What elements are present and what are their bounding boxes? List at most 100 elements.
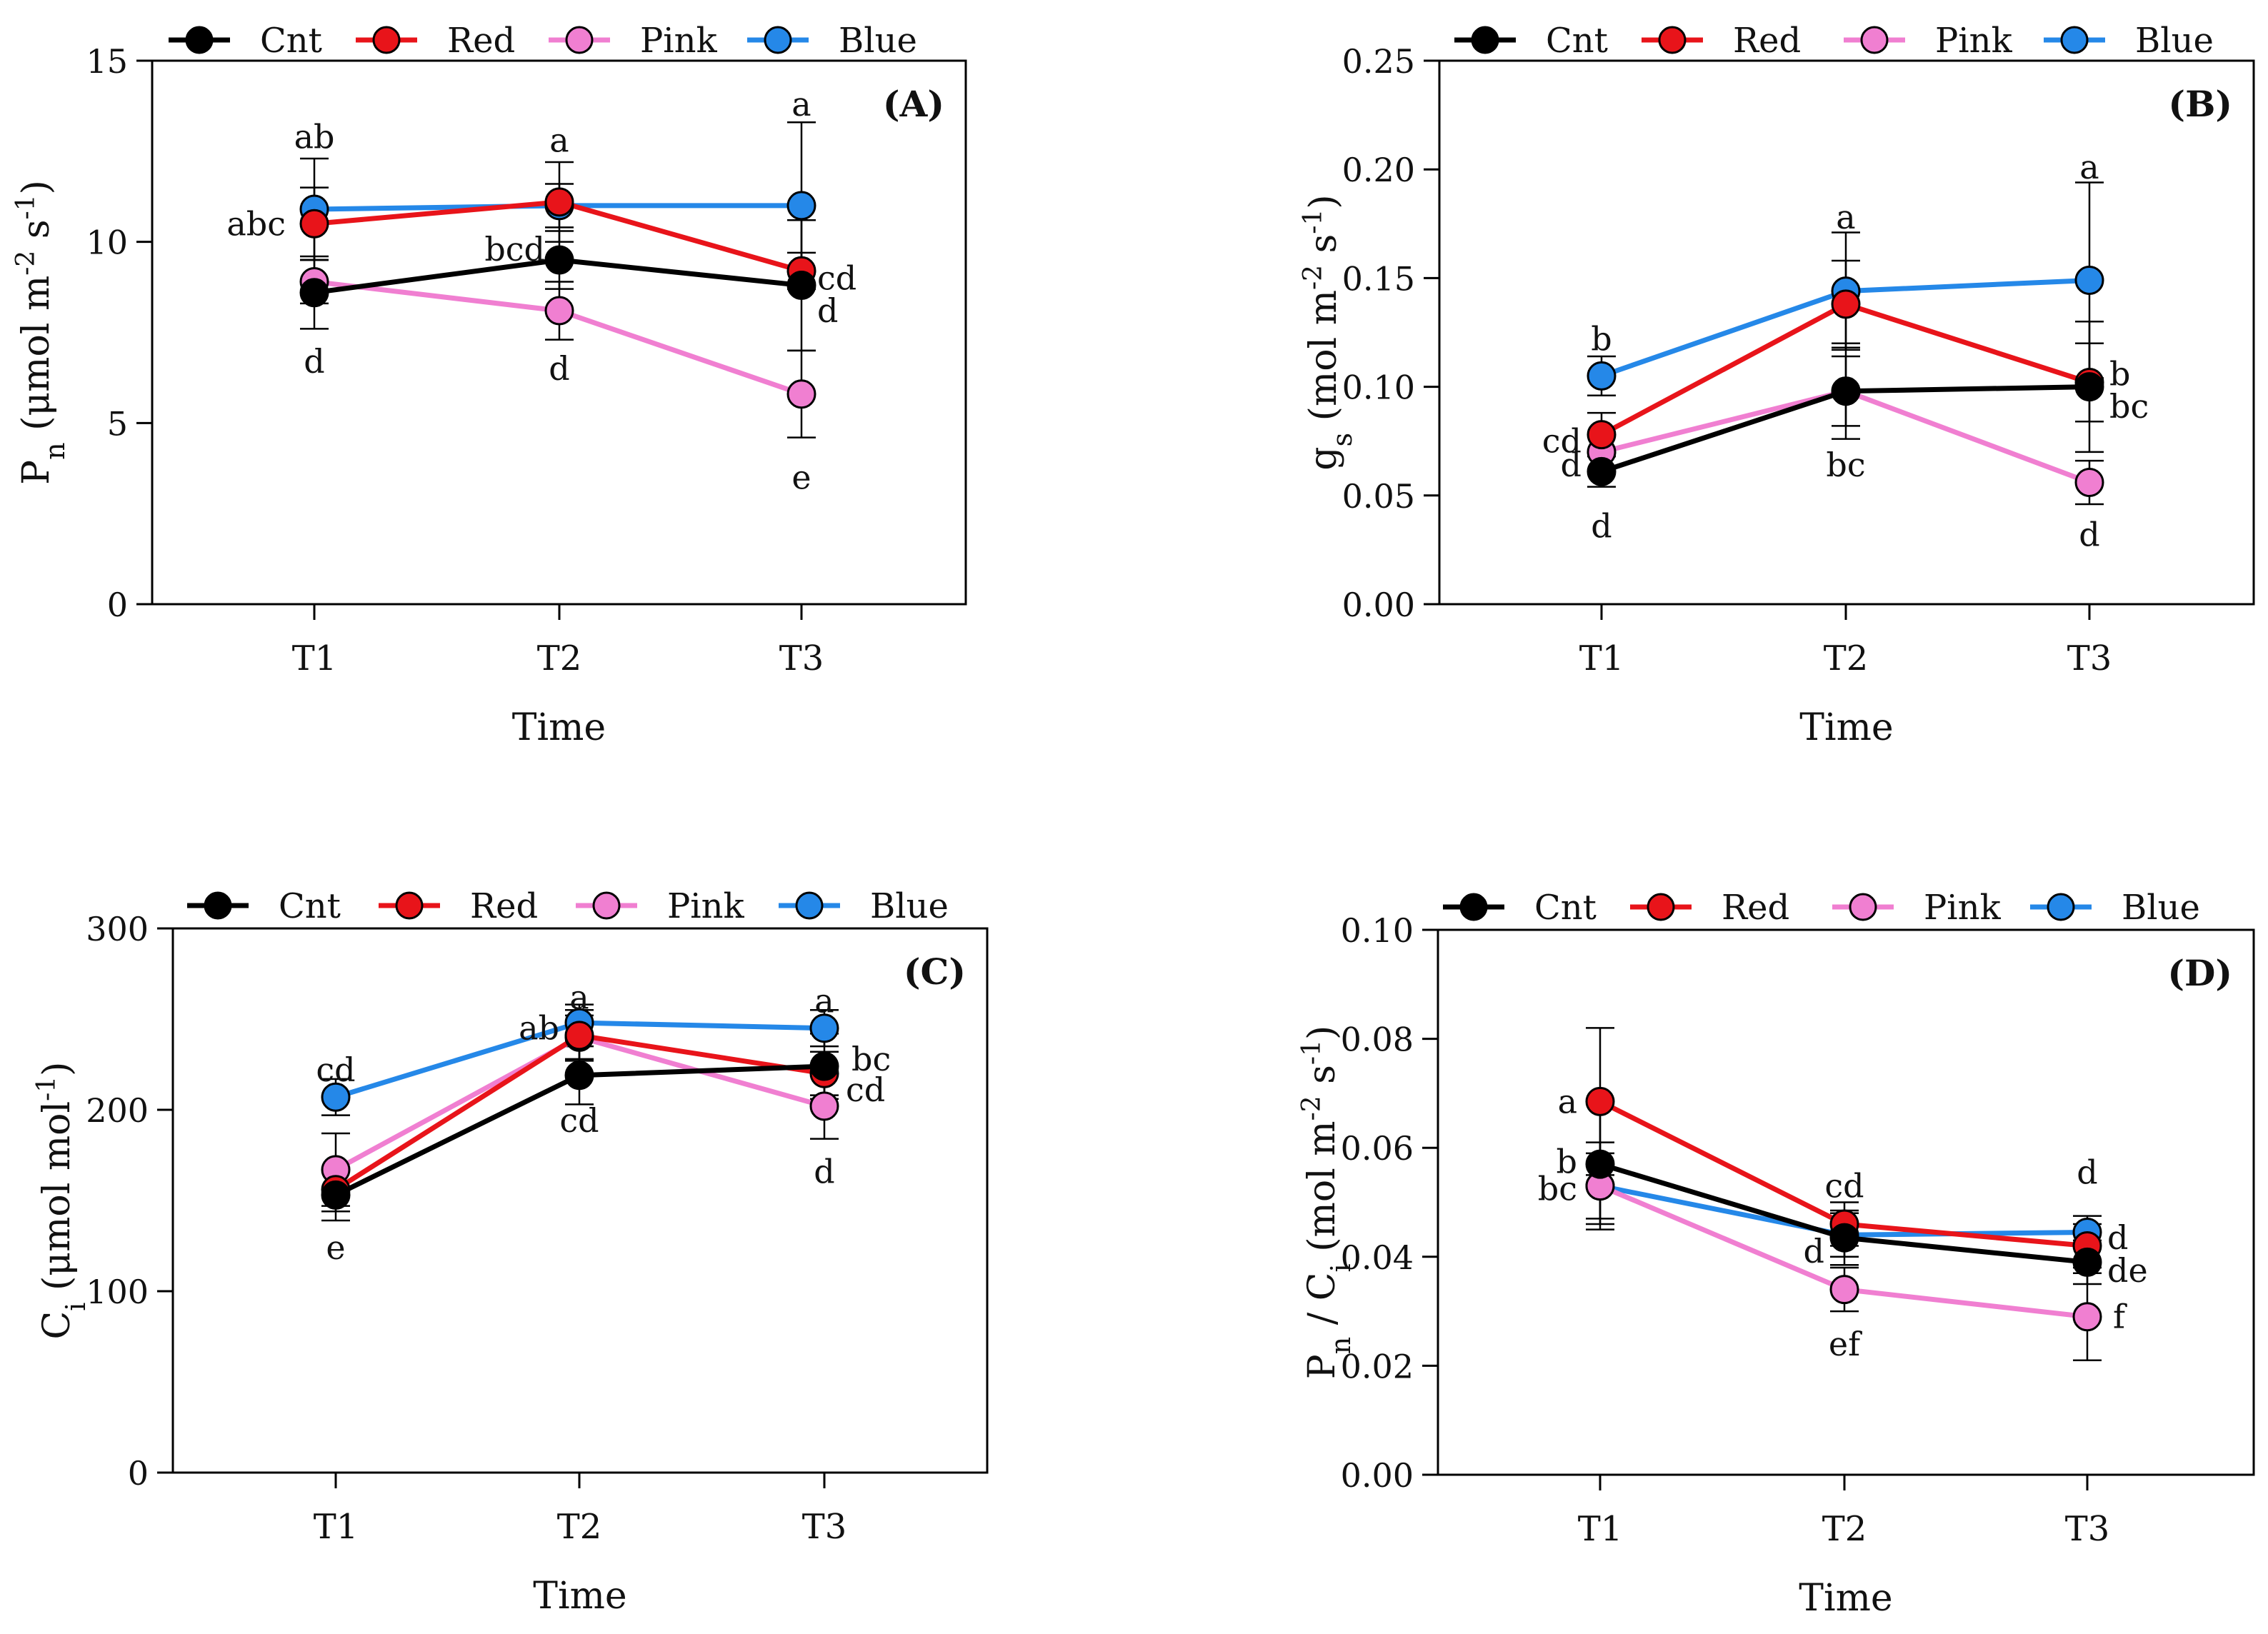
legend-label-red: Red [447, 21, 515, 61]
legend-label-pink: Pink [640, 21, 718, 61]
y-label-unit-2: s [15, 219, 58, 250]
y-tick-label: 0.08 [1341, 1021, 1414, 1059]
data-point-cnt [1829, 1223, 1859, 1253]
x-tick-label: T2 [1822, 1509, 1867, 1549]
y-tick-label: 0.00 [1341, 1456, 1414, 1495]
data-point-pink [809, 1091, 839, 1121]
significance-letter: bcd [484, 230, 545, 269]
x-tick-label: T1 [1578, 1509, 1623, 1549]
significance-letter: ab [294, 118, 335, 156]
data-point-red [564, 1021, 594, 1051]
data-point-pink [2074, 468, 2104, 498]
data-point-pink [1829, 1275, 1859, 1305]
x-tick-label: T2 [537, 638, 582, 678]
legend-marker-pink [565, 26, 594, 54]
y-tick-label: 0.06 [1341, 1129, 1414, 1168]
significance-letter: bc [1538, 1169, 1577, 1208]
y-label-text: / C [1301, 1272, 1344, 1336]
chart-panel-C: Cnt Red Pink Blue 0 100 200 300 T1 T2 T3 Time Ci (μm… [32, 886, 989, 1618]
x-tick-label: T1 [314, 1507, 359, 1547]
significance-letter: bc [2109, 387, 2149, 426]
y-tick-label: 5 [107, 404, 128, 443]
significance-letter: b [1557, 1142, 1577, 1181]
significance-letter: d [1591, 506, 1612, 545]
y-tick-label: 0.15 [1342, 259, 1415, 298]
panel-label: (C) [904, 951, 966, 993]
legend-marker-cnt [204, 891, 232, 920]
y-label-exponent: -2 [1297, 1096, 1327, 1121]
y-label-unit: (μmol m [15, 276, 58, 443]
legend-label-pink: Pink [1924, 888, 2002, 928]
y-label-subscript: s [1327, 433, 1358, 447]
x-tick-label: T3 [2067, 638, 2112, 678]
x-tick-label: T3 [2065, 1509, 2110, 1549]
legend-label-cnt: Cnt [1546, 21, 1608, 61]
significance-letter: d [304, 342, 324, 381]
legend-marker-red [372, 26, 401, 54]
y-label-symbol: C [36, 1311, 79, 1340]
data-point-blue [2074, 265, 2104, 295]
y-tick-label: 100 [86, 1273, 149, 1311]
significance-letter: f [2113, 1298, 2127, 1336]
legend-label-blue: Blue [870, 886, 949, 926]
y-tick-label: 0 [128, 1454, 149, 1493]
y-tick-label: 0.10 [1342, 369, 1415, 407]
data-point-blue [321, 1082, 351, 1112]
significance-letter: d [2107, 1218, 2128, 1257]
data-point-cnt [1587, 456, 1617, 486]
y-label-unit: (μmol mol [36, 1101, 79, 1303]
data-point-cnt [564, 1061, 594, 1091]
significance-letter: e [326, 1228, 345, 1267]
y-tick-label: 0.10 [1341, 911, 1414, 950]
data-point-blue [809, 1013, 839, 1043]
legend-marker-cnt [1459, 893, 1488, 921]
data-point-cnt [321, 1180, 351, 1210]
significance-letter: b [2109, 354, 2130, 393]
data-point-pink [544, 296, 574, 326]
y-label-subscript: i [60, 1303, 91, 1311]
y-label-symbol: g [1302, 446, 1345, 470]
data-point-red [544, 187, 574, 217]
y-label-subscript-2: i [1325, 1263, 1357, 1272]
legend-marker-pink [1860, 26, 1889, 54]
legend-label-blue: Blue [2122, 888, 2200, 928]
data-point-cnt [1585, 1149, 1615, 1179]
y-label-close: ) [36, 1062, 79, 1076]
x-tick-label: T2 [557, 1507, 602, 1547]
y-label-exponent-2: -1 [1299, 209, 1328, 234]
significance-letter: a [1558, 1082, 1577, 1121]
y-label-subscript: n [39, 442, 71, 459]
y-label-close: ) [1301, 1026, 1344, 1040]
data-point-red [1831, 289, 1861, 319]
y-label-exponent-2: -1 [11, 194, 41, 219]
legend-label-red: Red [1733, 21, 1801, 61]
data-point-cnt [1831, 376, 1861, 406]
y-label-subscript: n [1325, 1337, 1357, 1354]
significance-letter: cd [316, 1051, 355, 1089]
y-tick-label: 0 [107, 586, 128, 624]
x-tick-label: T1 [292, 638, 337, 678]
significance-letter: ab [519, 1009, 559, 1048]
significance-letter: a [2079, 148, 2099, 186]
data-point-blue [1587, 361, 1617, 391]
data-point-red [1585, 1086, 1615, 1116]
panel-label: (D) [2167, 952, 2232, 994]
significance-letter: cd [1542, 422, 1582, 461]
x-tick-label: T3 [802, 1507, 847, 1547]
y-axis-label: Pn / Ci (mol m-2 s-1) [1297, 1026, 1357, 1380]
legend-label-cnt: Cnt [1534, 888, 1597, 928]
y-tick-label: 0.05 [1342, 477, 1415, 516]
legend: Cnt Red Pink Blue [1443, 888, 2200, 928]
data-point-red [1587, 420, 1617, 450]
y-tick-label: 200 [86, 1091, 149, 1130]
y-label-close: ) [15, 180, 58, 194]
significance-letter: a [814, 982, 834, 1021]
significance-letter: d [549, 349, 569, 388]
legend-label-pink: Pink [1935, 21, 2013, 61]
significance-letter: e [791, 458, 811, 496]
y-label-unit: (mol m [1301, 1121, 1344, 1263]
legend-marker-red [395, 891, 424, 920]
y-label-unit-2: s [1302, 234, 1345, 265]
x-tick-label: T3 [779, 638, 824, 678]
legend-marker-red [1647, 893, 1675, 921]
